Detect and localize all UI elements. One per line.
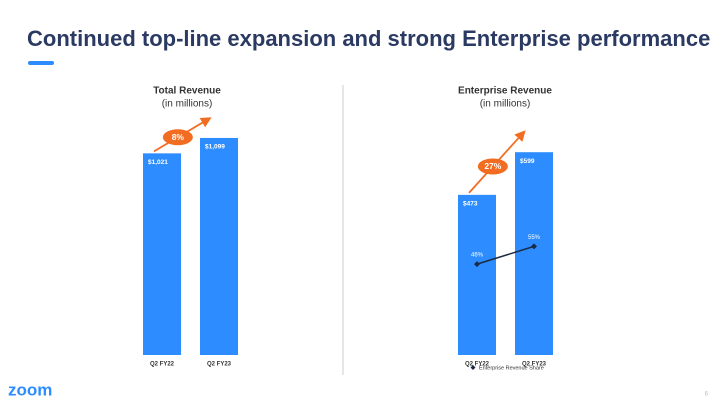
line xyxy=(476,245,535,265)
bar-value-label: $1,099 xyxy=(205,144,225,151)
bar xyxy=(458,194,496,355)
slide-title: Continued top-line expansion and strong … xyxy=(27,26,710,51)
chart-title: Total Revenue xyxy=(153,86,221,97)
title-accent xyxy=(28,61,54,65)
bar-value-label: $473 xyxy=(463,201,478,208)
growth-label: 8% xyxy=(172,132,185,142)
line-value-label: 46% xyxy=(471,253,484,259)
legend-marker xyxy=(470,365,476,370)
bar xyxy=(515,152,553,355)
x-tick-label: Q2 FY22 xyxy=(150,362,175,368)
growth-badge xyxy=(162,129,193,146)
x-tick-label: Q2 FY23 xyxy=(522,362,547,368)
bar-value-label: $599 xyxy=(520,158,535,165)
bar xyxy=(143,153,181,355)
legend-label: Enterprise Revenue Share xyxy=(479,365,544,371)
bar-value-label: $1,021 xyxy=(148,159,168,166)
chart-title: Enterprise Revenue xyxy=(458,86,552,97)
chart-subtitle: (in millions) xyxy=(162,99,213,110)
growth-badge xyxy=(477,158,508,175)
x-tick-label: Q2 FY22 xyxy=(465,362,490,368)
line-marker xyxy=(531,243,537,250)
logo: zoom xyxy=(8,380,52,399)
chart-subtitle: (in millions) xyxy=(480,99,531,110)
line-marker xyxy=(474,261,480,268)
growth-label: 27% xyxy=(484,161,501,171)
x-tick-label: Q2 FY23 xyxy=(207,362,232,368)
bar xyxy=(200,137,238,355)
line-value-label: 55% xyxy=(528,235,541,241)
page-number: 6 xyxy=(705,392,709,398)
